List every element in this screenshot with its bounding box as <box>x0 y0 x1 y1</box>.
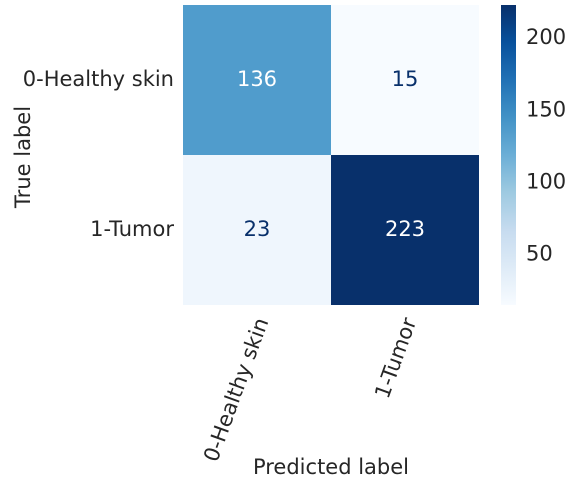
colorbar-tick-label: 200 <box>526 25 566 49</box>
cell-value-label: 136 <box>237 67 277 91</box>
heatmap-cell <box>183 155 331 305</box>
y-tick-labels: 0-Healthy skin 1-Tumor <box>23 67 175 241</box>
heatmap-cell-labels: 136 15 23 223 <box>237 67 425 241</box>
x-tick-label: 0-Healthy skin <box>199 315 273 465</box>
cell-value-label: 15 <box>392 67 419 91</box>
heatmap-cell <box>183 5 331 155</box>
colorbar-tick-label: 50 <box>526 242 553 266</box>
colorbar-ticks: 50 100 150 200 <box>526 25 566 265</box>
y-axis-label: True label <box>11 106 35 209</box>
x-axis-label: Predicted label <box>253 455 409 479</box>
y-tick-label: 1-Tumor <box>90 217 174 241</box>
colorbar-tick-label: 150 <box>526 97 566 121</box>
heatmap-cell <box>331 5 479 155</box>
cell-value-label: 23 <box>244 217 271 241</box>
heatmap-cells <box>183 5 479 305</box>
cell-value-label: 223 <box>385 217 425 241</box>
colorbar-tick-label: 100 <box>526 169 566 193</box>
heatmap-cell <box>331 155 479 305</box>
x-tick-label: 1-Tumor <box>370 314 421 401</box>
x-tick-labels: 0-Healthy skin 1-Tumor <box>199 314 421 465</box>
colorbar <box>501 5 516 305</box>
y-tick-label: 0-Healthy skin <box>23 67 174 91</box>
